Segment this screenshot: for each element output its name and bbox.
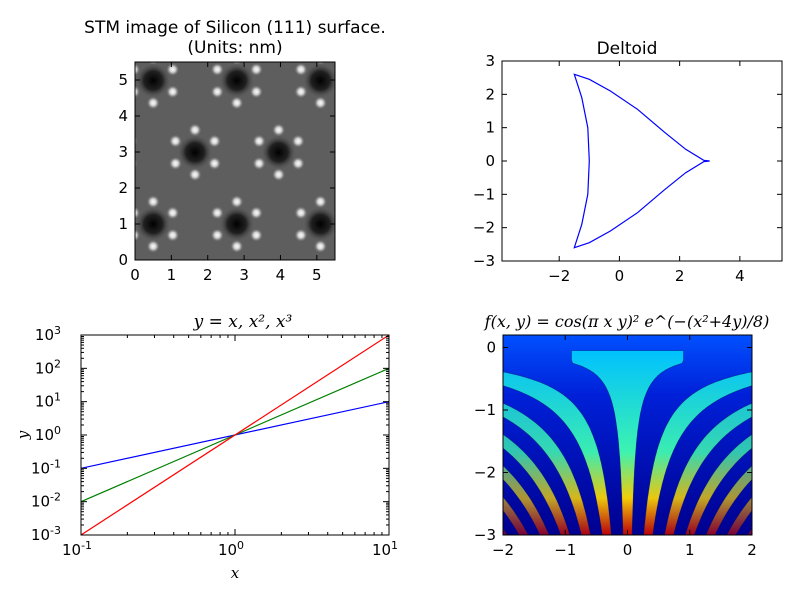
loglog-title: y = x, x², x³: [193, 312, 293, 332]
deltoid-xtick-label: −2: [548, 267, 570, 285]
fxy-lobe: [503, 371, 612, 535]
loglog-ytick-label: 10-2: [31, 491, 61, 511]
deltoid-curve: [573, 73, 710, 249]
stm-xtick-label: 5: [312, 266, 322, 284]
fxy-lobe: [571, 350, 684, 535]
fxy-title: f(x, y) = cos(π x y)² e^(−(x²+4y)/8): [484, 312, 770, 331]
fxy-lobe: [503, 465, 550, 535]
stm-xtick-label: 2: [203, 266, 213, 284]
deltoid-ytick-label: −2: [473, 219, 495, 237]
fxy-lobe: [726, 496, 752, 535]
fxy-lobe: [705, 465, 752, 535]
fxy-xtick-label: −2: [492, 541, 514, 559]
loglog-ytick-label: 100: [35, 424, 61, 444]
stm-xtick-label: 1: [167, 266, 177, 284]
loglog-ytick-label: 10-1: [31, 457, 61, 477]
fxy-lobe: [643, 371, 752, 535]
fxy-lobe: [664, 402, 752, 535]
deltoid-xtick-label: 4: [735, 267, 745, 285]
fxy-xtick-label: 1: [685, 541, 695, 559]
stm-xtick-label: 3: [239, 266, 249, 284]
fxy-lobe: [503, 496, 529, 535]
fxy-lobe: [503, 402, 591, 535]
deltoid-ytick-label: 1: [485, 119, 495, 137]
fxy-ytick-label: 0: [486, 339, 496, 357]
loglog-ylabel: y: [14, 430, 32, 440]
fxy-lobe: [684, 434, 752, 535]
stm-ytick-label: 0: [118, 251, 128, 269]
fxy-panel: f(x, y) = cos(π x y)² e^(−(x²+4y)/8) −2−…: [474, 312, 770, 559]
deltoid-xtick-label: 0: [615, 267, 625, 285]
fxy-ytick-label: −2: [474, 464, 496, 482]
deltoid-ytick-label: −3: [473, 252, 495, 270]
loglog-panel: y = x, x², x³ 10-1 100 101 10-3 10-2 10-1 100…: [14, 312, 398, 582]
deltoid-ytick-label: 2: [485, 85, 495, 103]
fxy-lobe: [747, 527, 752, 535]
loglog-xtick-label: 100: [218, 539, 244, 559]
fxy-heatmap: [503, 335, 752, 535]
stm-ytick-label: 1: [118, 215, 128, 233]
loglog-ytick-label: 101: [35, 391, 61, 411]
fxy-lobe: [503, 527, 508, 535]
deltoid-ytick-label: 0: [485, 152, 495, 170]
fxy-xtick-label: 0: [623, 541, 633, 559]
loglog-xtick-label: 101: [372, 539, 398, 559]
stm-xtick-label: 0: [130, 266, 140, 284]
loglog-xtick-label: 10-1: [62, 539, 92, 559]
stm-ytick-label: 2: [118, 179, 128, 197]
stm-axes-frame: [134, 61, 336, 261]
fxy-xtick-label: 2: [747, 541, 757, 559]
stm-panel: STM image of Silicon (111) surface. (Uni…: [84, 18, 386, 284]
fxy-ytick-label: −1: [474, 401, 496, 419]
fxy-xtick-label: −1: [554, 541, 576, 559]
stm-title-line1: STM image of Silicon (111) surface.: [84, 18, 386, 38]
loglog-series-line: [81, 335, 389, 535]
deltoid-ytick-label: −1: [473, 185, 495, 203]
loglog-ytick-label: 10-3: [31, 524, 61, 544]
loglog-xlabel: x: [231, 564, 240, 582]
loglog-ytick-label: 103: [35, 324, 61, 344]
stm-ytick-label: 4: [118, 107, 128, 125]
deltoid-panel: Deltoid −2 0 2 4 3 2 1 0 −1 −2 −3: [473, 39, 783, 285]
stm-heatmap: [135, 62, 335, 260]
stm-ytick-label: 5: [118, 71, 128, 89]
stm-title-line2: (Units: nm): [187, 38, 282, 58]
fxy-ytick-label: −3: [474, 526, 496, 544]
loglog-ytick-label: 102: [35, 357, 61, 377]
stm-ytick-label: 3: [118, 143, 128, 161]
deltoid-ytick-label: 3: [485, 52, 495, 70]
fxy-lobe: [503, 434, 571, 535]
deltoid-title: Deltoid: [597, 39, 658, 59]
stm-xtick-label: 4: [276, 266, 286, 284]
deltoid-xtick-label: 2: [675, 267, 685, 285]
